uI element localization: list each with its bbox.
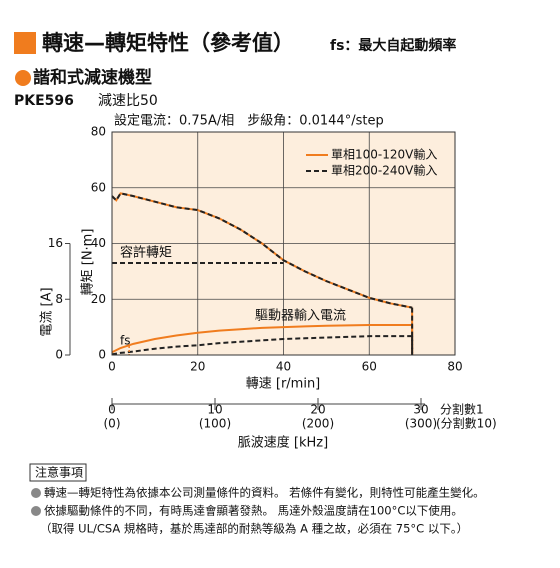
pulse-tick-label: (100) [199, 417, 231, 431]
model: PKE596 [14, 93, 74, 109]
y2-axis-label: 電流 [A] [40, 287, 55, 336]
fs-note: fs：最大自起動頻率 [330, 37, 456, 54]
y2-tick-label: 16 [48, 236, 63, 250]
x-axis-label: 轉速 [r/min] [246, 377, 321, 392]
settings: 設定電流：0.75A/相 步級角：0.0144°/step [114, 113, 384, 129]
x-tick-label: 0 [108, 360, 116, 374]
pulse-tick-label: 20 [310, 403, 325, 417]
bullet [31, 506, 41, 516]
y2-tick-label: 8 [55, 292, 63, 306]
pulse-scale1: 分割數1 [440, 402, 484, 417]
notes-box [29, 463, 87, 482]
note: （取得 UL/CSA 規格時，基於馬達部的耐熱等級為 A 種之故，必須在 75°… [40, 522, 468, 536]
ratio: 減速比50 [98, 92, 158, 109]
pulse-axis-label: 脈波速度 [kHz] [238, 435, 328, 451]
y2-tick-label: 0 [55, 348, 63, 362]
pulse-tick-label: 10 [207, 403, 222, 417]
subtitle-icon [15, 70, 31, 86]
y-tick-label: 40 [91, 236, 106, 250]
x-tick-label: 40 [276, 360, 291, 374]
subtitle: 諧和式減速機型 [33, 67, 152, 88]
fs-label: fs [120, 334, 130, 348]
y-tick-label: 0 [98, 348, 106, 362]
note: 依據驅動條件的不同，有時馬達會顯著發熱。 馬達外殼溫度請在100°C以下使用。 [44, 504, 463, 518]
x-tick-label: 80 [447, 360, 462, 374]
chart-title: 轉速—轉矩特性（參考值） [42, 31, 294, 55]
plot-border [111, 131, 456, 356]
y-tick-label: 80 [91, 125, 106, 139]
note: 轉速—轉矩特性為依據本公司測量條件的資料。 若條件有變化，則特性可能產生變化。 [44, 486, 485, 500]
y-axis-label: 轉矩 [N·m] [81, 229, 96, 296]
pulse-tick-label: (200) [302, 417, 334, 431]
pulse-tick-label: (0) [104, 417, 121, 431]
y-tick-label: 20 [91, 292, 106, 306]
annotation: 容許轉矩 [120, 245, 172, 261]
pulse-scale2: (分割數10) [436, 416, 497, 431]
bullet [31, 488, 41, 498]
y-tick-label: 60 [91, 180, 106, 194]
legend-label: 單相200-240V輸入 [331, 163, 437, 178]
x-tick-label: 20 [190, 360, 205, 374]
x-tick-label: 60 [362, 360, 377, 374]
current-line [111, 324, 413, 354]
pulse-tick-label: 30 [413, 403, 428, 417]
title-icon [14, 32, 36, 54]
torque-line [111, 192, 413, 309]
notes-heading: 注意事項 [35, 465, 83, 480]
annotation: 驅動器輸入電流 [255, 309, 346, 324]
pulse-tick-label: (300) [405, 417, 437, 431]
pulse-tick-label: 0 [108, 403, 116, 417]
legend-label: 單相100-120V輸入 [331, 147, 437, 162]
